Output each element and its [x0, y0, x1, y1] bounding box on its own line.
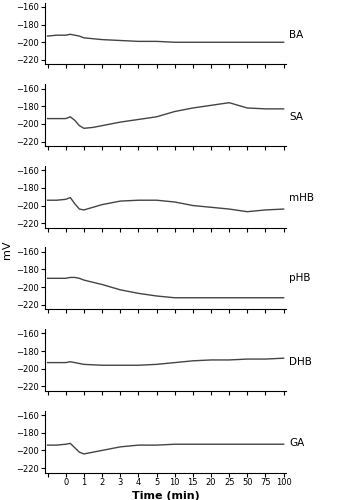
Text: mV: mV: [2, 241, 12, 259]
Text: BA: BA: [289, 30, 303, 40]
Text: mHB: mHB: [289, 194, 314, 203]
Text: GA: GA: [289, 438, 304, 448]
Text: DHB: DHB: [289, 356, 312, 366]
X-axis label: Time (min): Time (min): [132, 491, 199, 500]
Text: pHB: pHB: [289, 274, 311, 283]
Text: SA: SA: [289, 112, 303, 122]
